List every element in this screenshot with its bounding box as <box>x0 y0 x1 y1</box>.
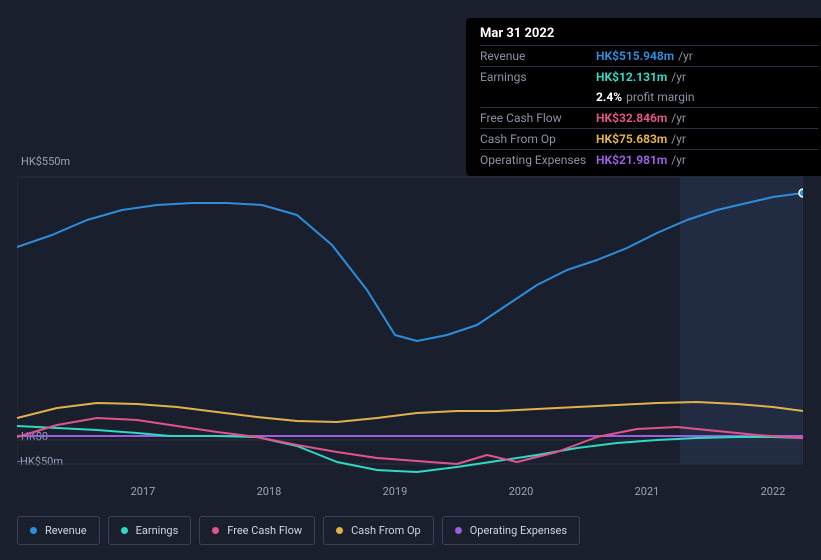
tooltip-metric-value: HK$515.948m <box>596 49 674 63</box>
legend-label: Earnings <box>136 524 179 537</box>
tooltip-metric-unit: /yr <box>678 49 693 63</box>
legend-label: Free Cash Flow <box>227 524 302 537</box>
tooltip-metric-label: Cash From Op <box>480 132 596 146</box>
tooltip-row: Cash From OpHK$75.683m/yr <box>480 128 818 149</box>
legend-item-cash-from-op[interactable]: Cash From Op <box>323 516 434 545</box>
tooltip-metric-value: 2.4% <box>596 90 622 104</box>
financials-chart[interactable]: HK$550m HK$0 -HK$50m 2017201820192020202… <box>17 155 803 500</box>
tooltip-date: Mar 31 2022 <box>480 26 818 41</box>
chart-tooltip: Mar 31 2022 RevenueHK$515.948m/yrEarning… <box>466 18 821 176</box>
tooltip-metric-value: HK$12.131m <box>596 70 667 84</box>
tooltip-metric-value: HK$32.846m <box>596 111 667 125</box>
tooltip-metric-unit: /yr <box>671 70 686 84</box>
chart-svg <box>17 155 803 480</box>
legend-item-operating-expenses[interactable]: Operating Expenses <box>442 516 580 545</box>
tooltip-rows: RevenueHK$515.948m/yrEarningsHK$12.131m/… <box>480 45 818 170</box>
x-axis-year-label: 2017 <box>123 485 163 498</box>
legend-label: Operating Expenses <box>470 524 567 537</box>
legend-item-revenue[interactable]: Revenue <box>17 516 100 545</box>
tooltip-metric-label: Free Cash Flow <box>480 111 596 125</box>
tooltip-metric-unit: profit margin <box>626 90 694 104</box>
tooltip-row: EarningsHK$12.131m/yr <box>480 66 818 87</box>
x-axis-year-label: 2020 <box>501 485 541 498</box>
tooltip-metric-label: Revenue <box>480 49 596 63</box>
tooltip-metric-unit: /yr <box>671 132 686 146</box>
legend-dot-icon <box>212 527 219 534</box>
legend-item-free-cash-flow[interactable]: Free Cash Flow <box>199 516 315 545</box>
tooltip-metric-unit: /yr <box>671 111 686 125</box>
legend-label: Revenue <box>45 524 87 537</box>
legend-item-earnings[interactable]: Earnings <box>108 516 192 545</box>
tooltip-row: Free Cash FlowHK$32.846m/yr <box>480 107 818 128</box>
legend-dot-icon <box>455 527 462 534</box>
x-axis-year-label: 2022 <box>753 485 793 498</box>
x-axis-year-label: 2018 <box>249 485 289 498</box>
tooltip-row: 2.4% profit margin <box>480 87 818 107</box>
tooltip-row: RevenueHK$515.948m/yr <box>480 45 818 66</box>
x-axis-year-label: 2019 <box>375 485 415 498</box>
x-axis-year-label: 2021 <box>627 485 667 498</box>
chart-legend: Revenue Earnings Free Cash Flow Cash From O… <box>17 516 580 545</box>
tooltip-metric-label: Earnings <box>480 70 596 84</box>
legend-dot-icon <box>30 527 37 534</box>
legend-label: Cash From Op <box>351 524 421 537</box>
legend-dot-icon <box>336 527 343 534</box>
legend-dot-icon <box>121 527 128 534</box>
tooltip-metric-value: HK$75.683m <box>596 132 667 146</box>
